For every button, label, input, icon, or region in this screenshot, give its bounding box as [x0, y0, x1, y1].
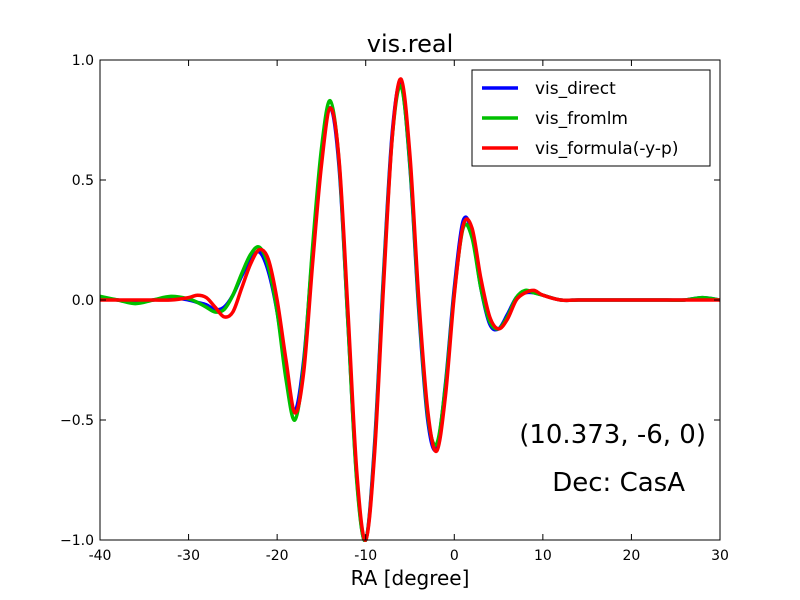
tick-layer: -40 -30 -20 -10 0 10 20 30 −1.0 −0.5 0.0 0.5 1.0 — [60, 53, 729, 564]
legend: vis_direct vis_fromlm vis_formula(-y-p) — [471, 69, 711, 167]
y-tick-label: −1.0 — [60, 533, 94, 549]
series-line-3 — [100, 77, 720, 542]
chart-title: vis.real — [367, 30, 453, 58]
x-tick-label: 0 — [450, 548, 459, 564]
x-axis-label: RA [degree] — [351, 566, 470, 590]
series-layer — [100, 77, 720, 542]
y-tick-label: −0.5 — [60, 413, 94, 429]
y-tick-label: 0.5 — [72, 173, 94, 189]
legend-label-1: vis_direct — [535, 79, 616, 99]
legend-label-2: vis_fromlm — [535, 109, 628, 129]
x-tick-label: -40 — [89, 548, 112, 564]
coordinate-annotation: (10.373, -6, 0) — [519, 420, 706, 450]
x-tick-label: -10 — [354, 548, 377, 564]
x-tick-label: -30 — [177, 548, 200, 564]
dec-annotation: Dec: CasA — [552, 468, 685, 498]
x-tick-label: 30 — [711, 548, 729, 564]
y-tick-label: 0.0 — [72, 293, 94, 309]
x-tick-label: 20 — [623, 548, 641, 564]
legend-label-3: vis_formula(-y-p) — [535, 139, 678, 159]
y-tick-label: 1.0 — [72, 53, 94, 69]
x-tick-label: 10 — [534, 548, 552, 564]
x-tick-label: -20 — [266, 548, 289, 564]
